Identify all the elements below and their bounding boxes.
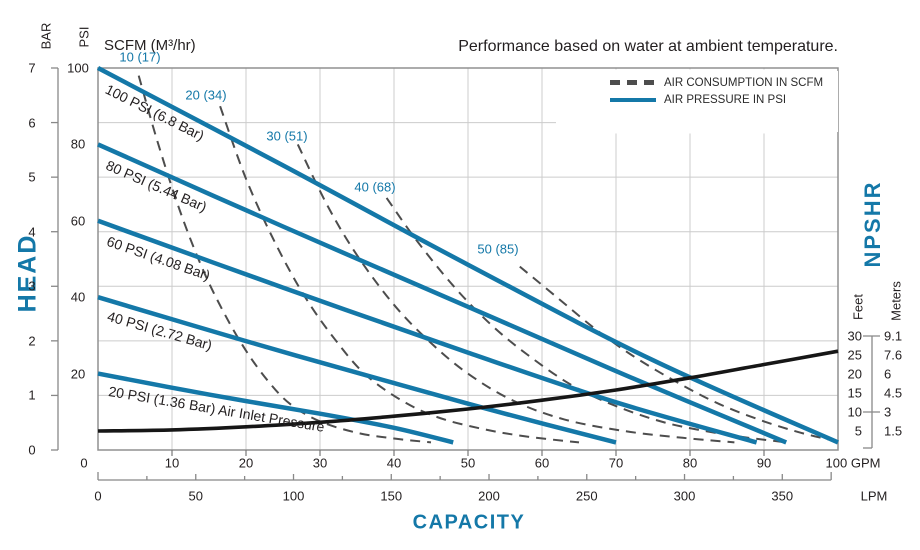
legend-item-air-pressure: AIR PRESSURE IN PSI — [556, 91, 838, 108]
npshr-axis-title: NPSHR — [860, 180, 885, 268]
gpm-tick-label: 40 — [386, 455, 402, 471]
air-consumption-curve — [519, 265, 839, 443]
meters-unit-label: Meters — [888, 281, 904, 321]
capacity-axis-title: CAPACITY — [412, 511, 526, 534]
chart-annotation: Performance based on water at ambient te… — [458, 38, 838, 55]
bar-tick-label: 2 — [28, 333, 36, 349]
meters-tick-label: 7.6 — [884, 347, 903, 363]
air-pressure-curve — [97, 295, 617, 445]
lpm-tick-label: 100 — [282, 488, 305, 504]
bar-unit-label: BAR — [38, 22, 54, 50]
scfm-label-20: 20 (34) — [185, 87, 227, 103]
bar-tick-label: 1 — [28, 387, 36, 403]
bar-tick-label: 7 — [28, 60, 36, 76]
bar-tick-label: 4 — [28, 224, 36, 240]
gpm-tick-label: 0 — [80, 455, 88, 471]
lpm-tick-label: 0 — [94, 488, 102, 504]
psi-tick-label: 40 — [70, 289, 86, 305]
meters-tick-label: 4.5 — [884, 385, 903, 401]
bar-tick-label: 5 — [28, 169, 36, 185]
legend-label-air-pressure: AIR PRESSURE IN PSI — [664, 93, 787, 106]
air-pressure-curve — [97, 218, 758, 445]
gridlines — [98, 68, 838, 450]
gpm-tick-label: 60 — [534, 455, 550, 471]
psi-tick-label: 20 — [70, 366, 86, 382]
lpm-tick-label: 200 — [478, 488, 500, 504]
dashed-line-sample-icon — [610, 80, 656, 85]
air-pressure-curve — [97, 371, 454, 445]
air-consumption-curve — [296, 143, 735, 444]
gpm-tick-label: 50 — [460, 455, 476, 471]
air-pressure-curve — [97, 142, 788, 445]
air-consumption-curve — [385, 197, 787, 444]
gpm-tick-label: 90 — [756, 455, 772, 471]
npshr-line — [97, 349, 839, 433]
gpm-tick-label: 80 — [682, 455, 698, 471]
air-pressure-curve — [96, 66, 839, 445]
scfm-label-30: 30 (51) — [266, 128, 308, 144]
lpm-tick-label: 250 — [575, 488, 598, 504]
scfm-axis-header: SCFM (M³/hr) — [104, 37, 196, 54]
gpm-tick-label: 100 GPM — [825, 455, 881, 471]
psi-tick-label: 100 — [67, 60, 89, 76]
head-axis-title: HEAD — [13, 233, 42, 313]
scfm-label-40: 40 (68) — [354, 179, 396, 195]
feet-tick-label: 25 — [847, 347, 862, 363]
legend: AIR CONSUMPTION IN SCFM AIR PRESSURE IN … — [556, 71, 838, 132]
scfm-label-50: 50 (85) — [477, 241, 519, 257]
legend-item-air-consumption: AIR CONSUMPTION IN SCFM — [556, 74, 838, 91]
feet-tick-label: 20 — [847, 366, 862, 382]
scfm-label-10: 10 (17) — [119, 49, 161, 65]
psi-tick-label: 60 — [70, 213, 86, 229]
air-pressure-curves — [96, 66, 839, 445]
lpm-tick-label: 150 — [380, 488, 403, 504]
meters-tick-label: 1.5 — [884, 423, 903, 439]
axis-ticks — [51, 67, 880, 481]
gpm-tick-label: 30 — [312, 455, 328, 471]
bar-tick-label: 6 — [28, 115, 36, 131]
feet-tick-label: 10 — [847, 404, 862, 420]
gpm-tick-label: 10 — [164, 455, 180, 471]
solid-line-sample-icon — [610, 97, 656, 102]
lpm-unit-label: LPM — [860, 488, 888, 504]
gpm-tick-label: 70 — [608, 455, 624, 471]
legend-label-air-consumption: AIR CONSUMPTION IN SCFM — [664, 76, 824, 89]
lpm-tick-label: 300 — [673, 488, 696, 504]
gpm-tick-label: 20 — [238, 455, 254, 471]
air-consumption-curve — [219, 105, 580, 444]
npshr-curve — [97, 349, 839, 433]
lpm-tick-label: 50 — [188, 488, 203, 504]
lpm-tick-label: 350 — [771, 488, 794, 504]
air-consumption-curve — [137, 75, 432, 444]
feet-tick-label: 30 — [847, 328, 862, 344]
meters-tick-label: 9.1 — [884, 328, 903, 344]
bar-tick-label: 0 — [28, 442, 36, 458]
meters-tick-label: 6 — [884, 366, 892, 382]
bar-tick-label: 3 — [28, 278, 36, 294]
meters-tick-label: 3 — [884, 404, 892, 420]
psi-unit-label: PSI — [76, 26, 92, 48]
feet-unit-label: Feet — [850, 293, 866, 321]
feet-tick-label: 15 — [847, 385, 862, 401]
psi-tick-label: 80 — [70, 136, 86, 152]
feet-tick-label: 5 — [854, 423, 862, 439]
